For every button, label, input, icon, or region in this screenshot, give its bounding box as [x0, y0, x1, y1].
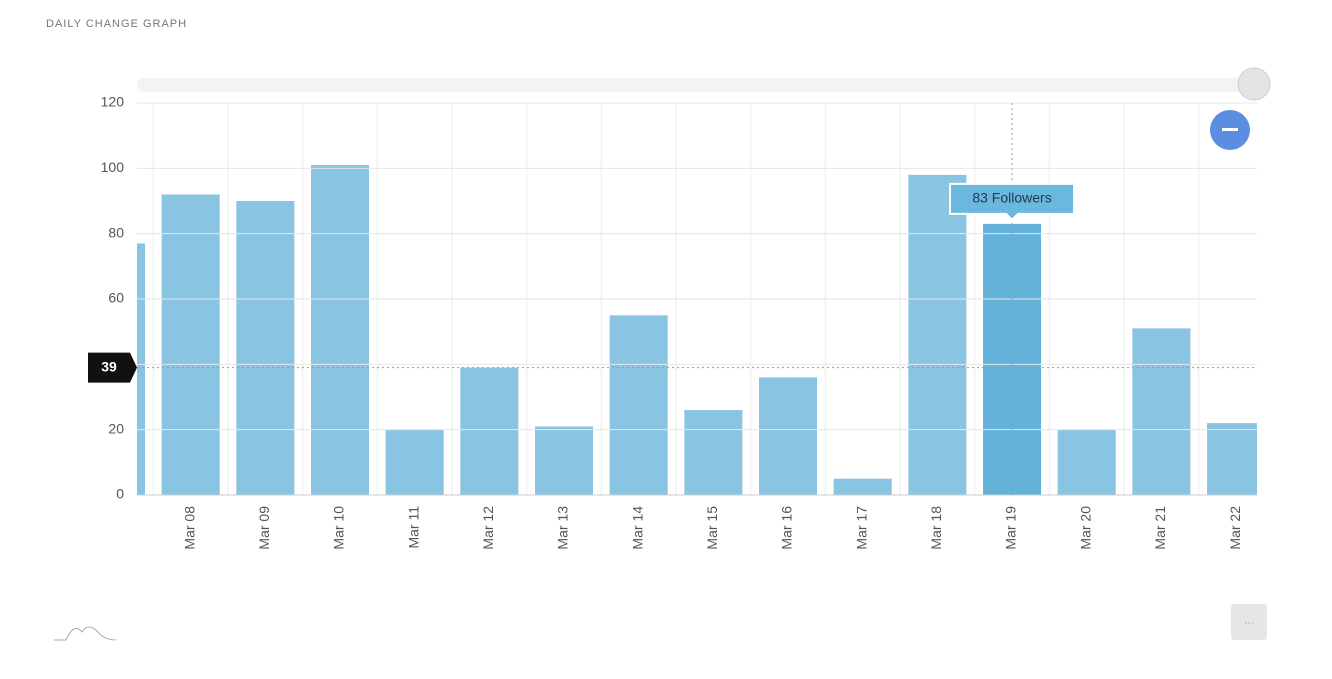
bar	[460, 367, 519, 495]
y-tick-label: 60	[108, 290, 124, 306]
scrollbar[interactable]	[137, 78, 1257, 92]
menu-button[interactable]	[1231, 604, 1267, 640]
bar	[908, 174, 967, 495]
bar	[161, 194, 220, 495]
x-tick-label: Mar 13	[555, 506, 571, 550]
x-tick-label: Mar 21	[1152, 506, 1168, 550]
bar	[236, 201, 295, 495]
bar	[1132, 328, 1191, 495]
bar	[137, 243, 145, 495]
y-tick-label: 0	[116, 486, 124, 502]
zoom-out-button[interactable]	[1210, 110, 1250, 150]
bar	[535, 426, 594, 495]
bar	[684, 410, 743, 495]
x-tick-label: Mar 08	[181, 506, 197, 550]
y-tick-label: 100	[101, 159, 125, 175]
y-tick-label: 20	[108, 420, 124, 436]
bar	[759, 377, 818, 495]
bar	[833, 478, 892, 495]
y-tick-label: 80	[108, 224, 124, 240]
tooltip-box	[949, 182, 1076, 222]
x-tick-label: Mar 10	[331, 506, 347, 550]
bar	[1207, 423, 1257, 495]
bar	[311, 165, 370, 496]
bar	[1057, 429, 1116, 495]
crosshair-label-box	[88, 352, 137, 383]
bar	[385, 429, 444, 495]
bar	[609, 315, 668, 495]
scroll-handle[interactable]	[1237, 67, 1271, 101]
tooltip-text: 83 Followers	[972, 190, 1051, 206]
y-tick-label: 120	[101, 94, 125, 110]
x-tick-label: Mar 11	[405, 506, 421, 549]
x-tick-label: Mar 19	[1003, 506, 1019, 550]
x-tick-label: Mar 15	[704, 506, 720, 550]
x-tick-label: Mar 16	[779, 506, 795, 550]
x-tick-label: Mar 17	[853, 506, 869, 550]
x-tick-label: Mar 09	[256, 506, 272, 550]
x-tick-label: Mar 20	[1077, 506, 1093, 550]
x-tick-label: Mar 18	[928, 506, 944, 550]
menu-dots: ···	[1244, 618, 1254, 629]
chart-title: DAILY CHANGE GRAPH	[46, 18, 187, 30]
x-tick-label: Mar 22	[1227, 506, 1243, 550]
logo-icon	[54, 626, 117, 641]
x-tick-label: Mar 12	[480, 506, 496, 550]
crosshair-label: 39	[101, 358, 117, 374]
x-tick-label: Mar 14	[629, 506, 645, 550]
